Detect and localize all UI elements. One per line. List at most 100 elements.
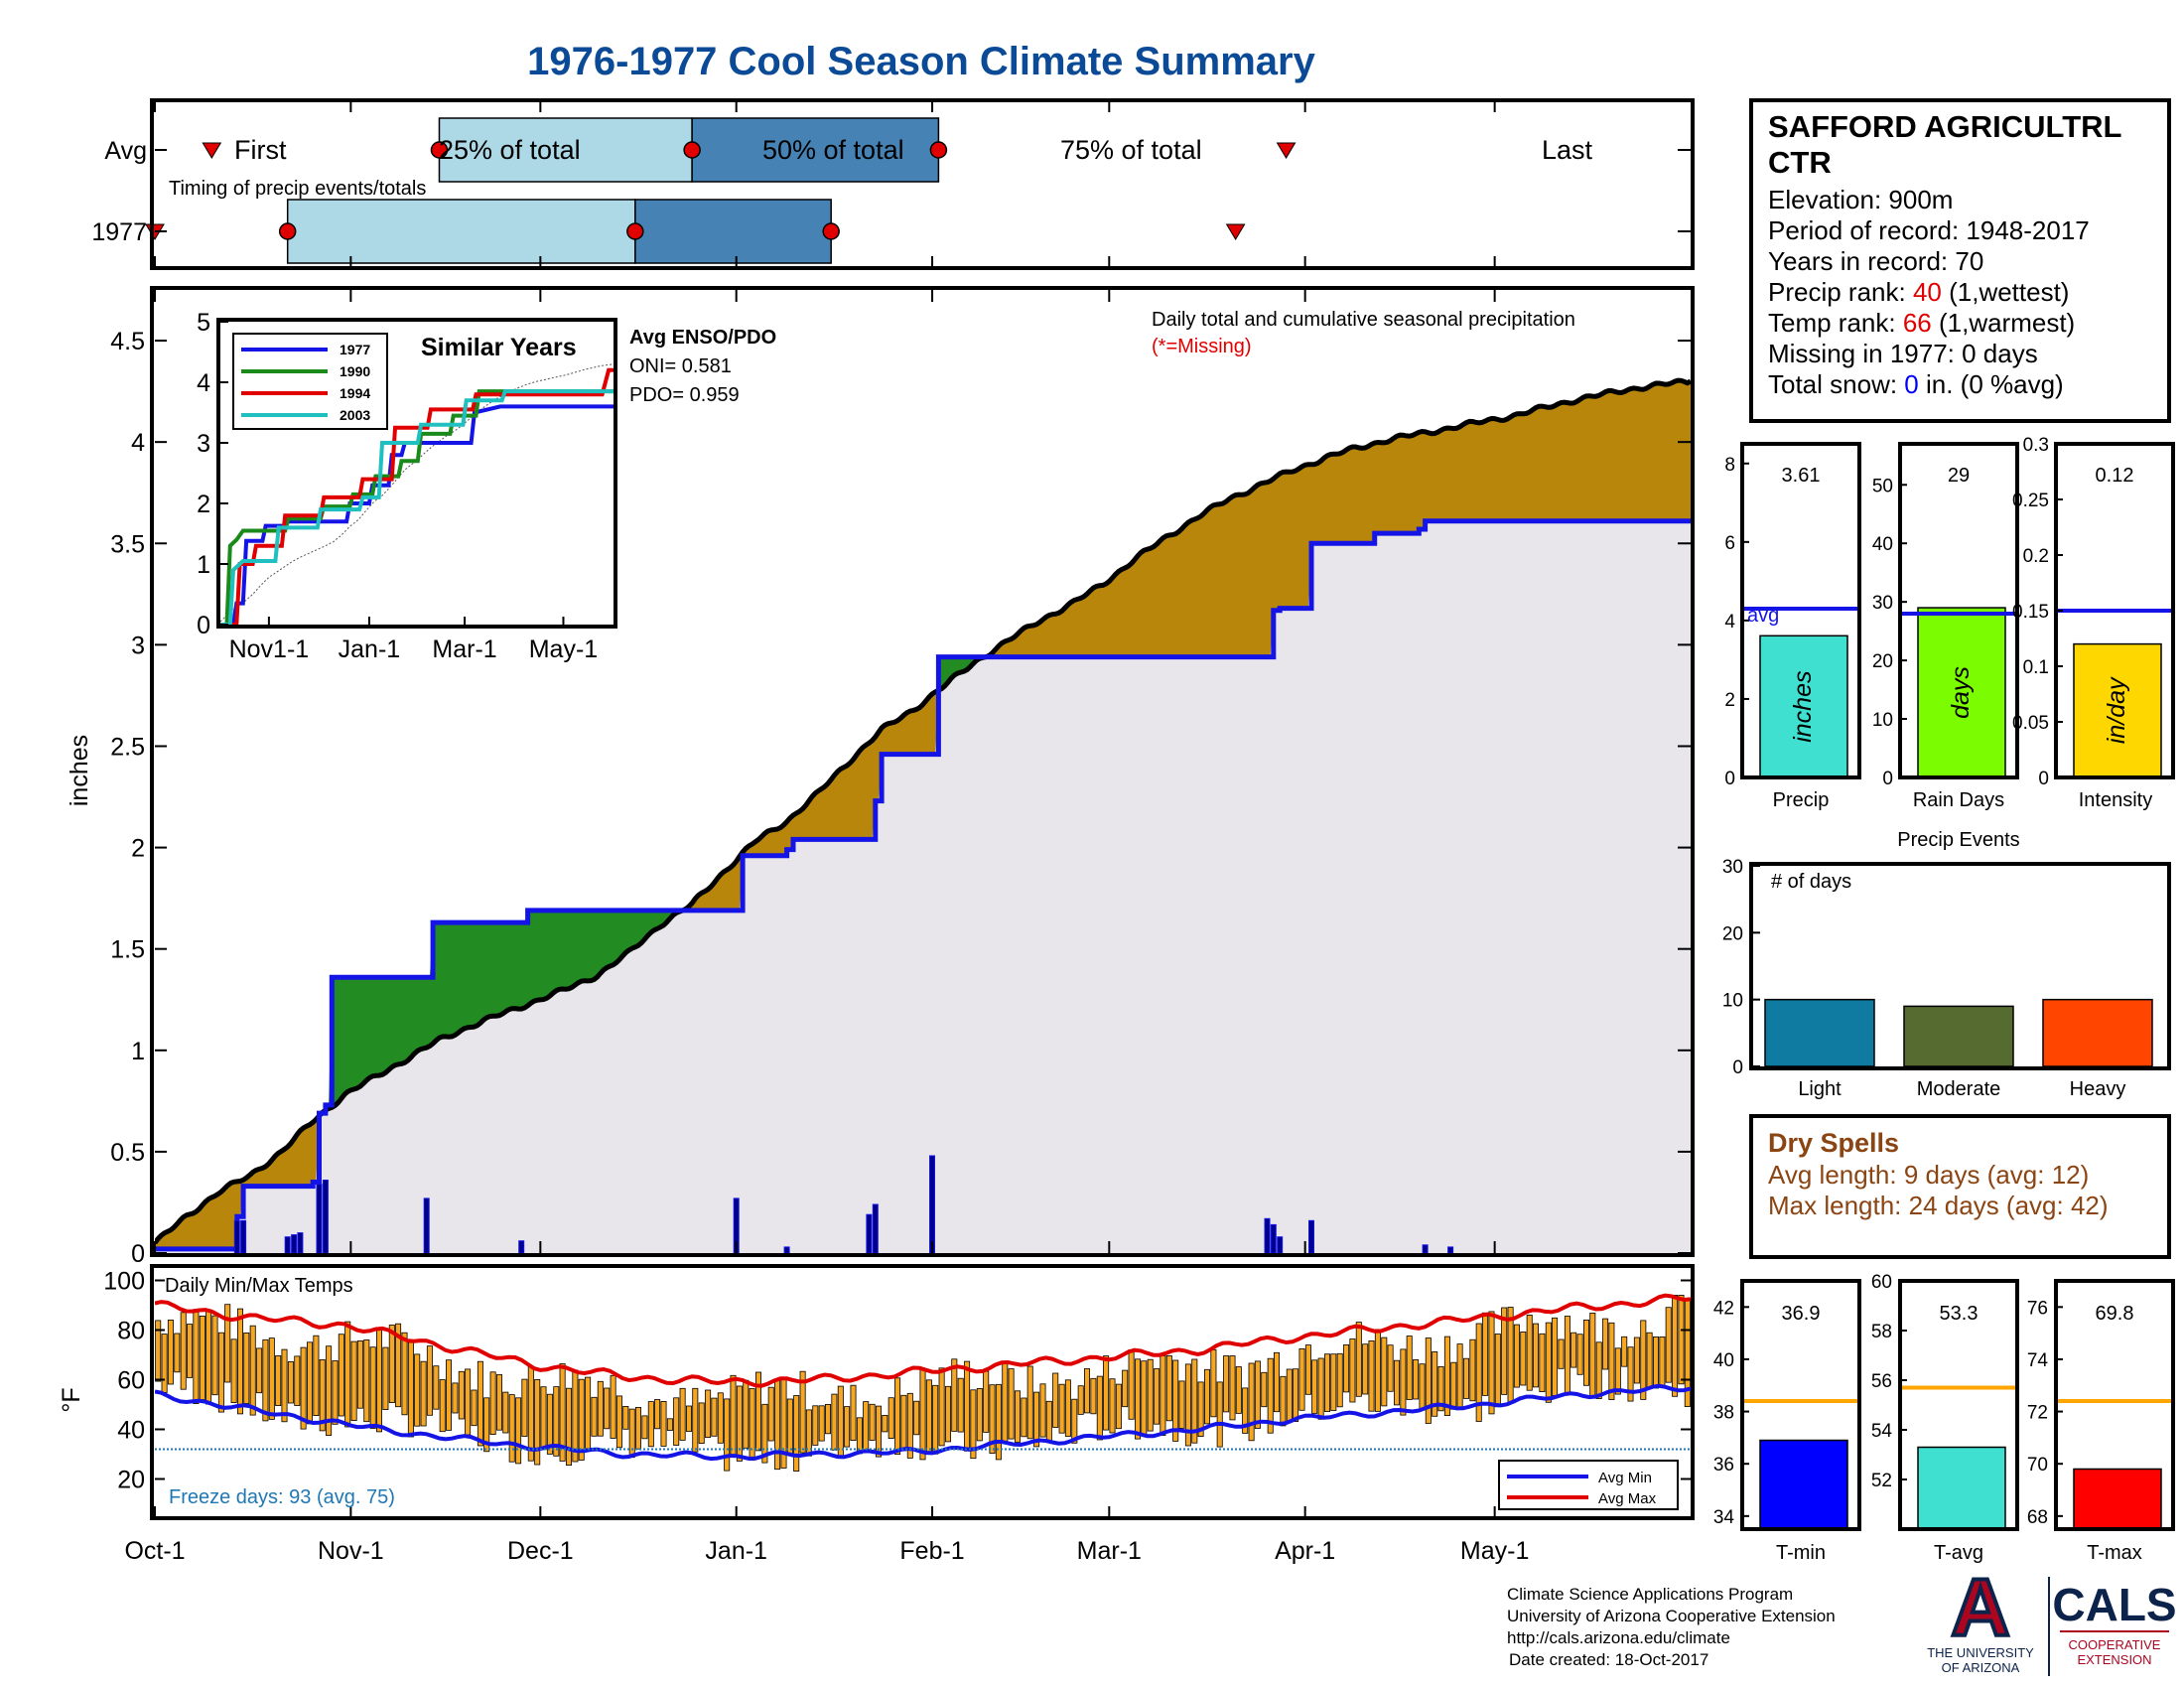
footer-line2: University of Arizona Cooperative Extens… (1507, 1607, 1836, 1625)
cals-wordmark: CALS (2052, 1579, 2176, 1630)
daily-temp-bar (445, 1359, 452, 1431)
ua-name-line2: OF ARIZONA (1942, 1660, 2020, 1675)
daily-temp-bar (1469, 1338, 1476, 1402)
temp-chart: 20 40 60 80 100 °F Daily Min/Max Temps Freez… (58, 1264, 1695, 1520)
precip-summary-panels: 3.61 inches Precip 0 2 4 6 8 29 days Rain Days 0 10 2… (1724, 435, 2175, 811)
summary-precip-label: Precip (1773, 789, 1830, 811)
temp-summary-ytick-label: 54 (1871, 1421, 1893, 1442)
event-label: Heavy (2070, 1078, 2126, 1100)
temp-summary-tmax-label: T-max (2087, 1542, 2142, 1564)
daily-precip-bar (872, 1203, 879, 1253)
daily-temp-bar (983, 1370, 990, 1433)
daily-temp-bar (1293, 1368, 1299, 1422)
daily-temp-bar (1039, 1383, 1046, 1438)
daily-temp-bar (1614, 1347, 1621, 1395)
station-name-line2: CTR (1768, 145, 1832, 180)
temp-ytick-label: 60 (117, 1367, 145, 1395)
daily-temp-bar (1298, 1348, 1305, 1411)
summary-raindays-value: 29 (1948, 465, 1970, 487)
daily-temp-bar (1627, 1346, 1634, 1402)
date-axis-label: Oct-1 (124, 1537, 185, 1565)
similar-years-inset: 0 1 2 3 4 5 Nov1-1 Jan-1 Mar-1 May-1 Similar Year… (197, 309, 776, 663)
temp-ylabel: °F (58, 1387, 85, 1412)
daily-temp-bar (1387, 1344, 1394, 1392)
footer-line3: http://cals.arizona.edu/climate (1507, 1628, 1730, 1647)
daily-temp-bar (332, 1360, 339, 1425)
total-snow: Total snow: 0 in. (0 %avg) (1768, 369, 2064, 399)
date-axis-label: May-1 (1460, 1537, 1529, 1565)
temp-summary-ytick-label: 68 (2027, 1507, 2048, 1528)
daily-precip-bar (423, 1197, 430, 1253)
precip-rank-value: 40 (1913, 277, 1942, 307)
quartile-marker (278, 222, 297, 240)
temp-rank-value: 66 (1903, 308, 1932, 338)
daily-temp-bar (1071, 1398, 1078, 1444)
daily-temp-bar (863, 1401, 870, 1451)
snow-note: in. (0 %avg) (1919, 369, 2064, 399)
daily-temp-bar (799, 1370, 806, 1454)
events-ytick-label: 30 (1722, 857, 1743, 878)
first-last-marker (1225, 223, 1246, 240)
temp-ytick-label: 100 (103, 1268, 145, 1296)
station-years: Years in record: 70 (1768, 246, 1983, 276)
daily-temp-bar (894, 1377, 901, 1456)
event-bar-light (1764, 998, 1875, 1067)
daily-temp-bar (268, 1337, 275, 1420)
daily-temp-bar (1355, 1322, 1362, 1397)
daily-temp-bar (344, 1321, 351, 1428)
daily-temp-bar (1216, 1381, 1223, 1448)
inset-ytick-label: 2 (197, 491, 210, 518)
daily-temp-bar (1103, 1355, 1110, 1431)
daily-temp-bar (211, 1315, 218, 1396)
daily-temp-bar (1128, 1349, 1135, 1420)
summary-ytick-label: 0.05 (2012, 713, 2049, 734)
daily-temp-bar (970, 1389, 977, 1460)
daily-temp-bar (1602, 1318, 1609, 1370)
timing-avg-q2-box (691, 117, 940, 183)
daily-temp-bar (1021, 1397, 1027, 1438)
daily-temp-bar (407, 1341, 414, 1438)
timing-1977-q1-box (286, 199, 636, 264)
daily-precip-bar (783, 1246, 790, 1253)
daily-temp-bar (1576, 1334, 1583, 1375)
daily-temp-bar (205, 1309, 212, 1405)
daily-temp-bar (1096, 1375, 1103, 1441)
temp-summary-ytick-label: 72 (2027, 1403, 2048, 1424)
snow-value: 0 (1904, 369, 1918, 399)
temp-legend-box (1498, 1460, 1679, 1510)
daily-temp-bar (1400, 1348, 1407, 1416)
timing-label-first: First (234, 135, 287, 165)
precip-ytick-label: 2 (131, 835, 145, 863)
inset-ytick-label: 5 (197, 309, 210, 337)
daily-temp-bar (1413, 1359, 1420, 1400)
ua-name-line1: THE UNIVERSITY (1927, 1645, 2034, 1660)
snow-label: Total snow: (1768, 369, 1904, 399)
daily-temp-bar (1450, 1361, 1457, 1410)
daily-temp-bar (1033, 1391, 1040, 1448)
daily-temp-bar (755, 1371, 762, 1452)
daily-temp-bar (1330, 1353, 1337, 1411)
daily-temp-bar (932, 1384, 939, 1455)
summary-raindays-bar (1917, 607, 2006, 778)
daily-temp-bar (300, 1346, 307, 1430)
daily-temp-bar (363, 1339, 370, 1423)
temp-summary-ytick-label: 58 (1871, 1322, 1892, 1342)
precip-ytick-label: 4 (131, 429, 145, 457)
footer-date: Date created: 18-Oct-2017 (1509, 1650, 1708, 1669)
daily-temp-bar (306, 1341, 313, 1425)
summary-raindays-frame (1898, 442, 2019, 779)
cumulative-base-area (155, 520, 1691, 1253)
daily-temp-bar (1154, 1368, 1160, 1425)
daily-temp-bar (1545, 1322, 1552, 1403)
temp-summary-tmax-value: 69.8 (2096, 1303, 2134, 1325)
temp-summary-ytick-label: 42 (1713, 1298, 1734, 1319)
daily-temp-bar (546, 1393, 553, 1455)
daily-temp-bar (724, 1398, 731, 1472)
inset-ytick-label: 4 (197, 369, 210, 397)
footer-line1: Climate Science Applications Program (1507, 1585, 1793, 1604)
summary-intensity-value: 0.12 (2096, 465, 2134, 487)
dry-spells-title: Dry Spells (1768, 1128, 1899, 1158)
daily-temp-bar (1178, 1380, 1185, 1429)
